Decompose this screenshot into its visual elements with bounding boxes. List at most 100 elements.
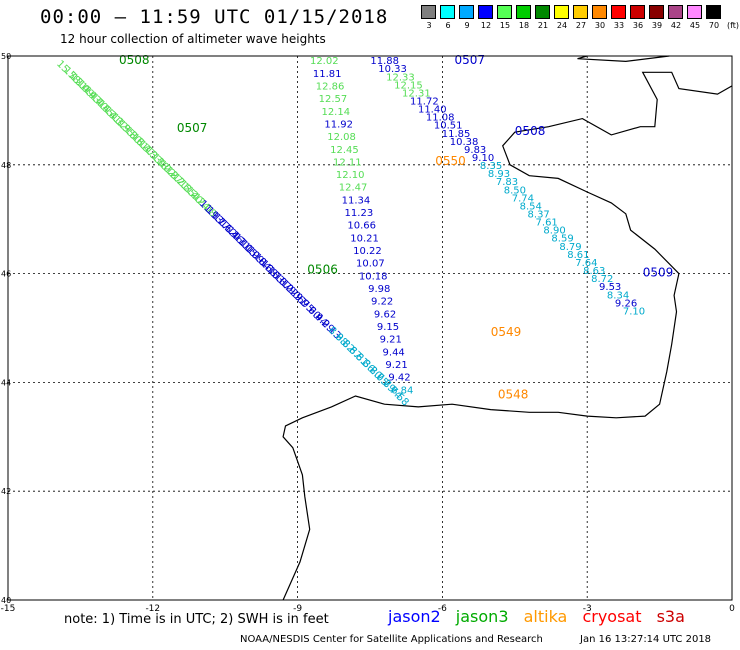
sat-jason2: jason2: [388, 607, 441, 626]
legend-label: 30: [594, 21, 606, 30]
swh-value: 10.38: [450, 137, 479, 148]
swh-value: 12.14: [321, 107, 350, 118]
y-tick-label: 48: [1, 161, 11, 170]
footer-note: note: 1) Time is in UTC; 2) SWH is in fe…: [64, 612, 329, 627]
legend-label: 36: [632, 21, 644, 30]
swh-value: 7.10: [623, 306, 645, 317]
swh-value: 9.15: [377, 322, 399, 333]
legend-swatch-45: [687, 5, 702, 19]
legend-label: 12: [480, 21, 492, 30]
swh-value: 10.22: [353, 246, 382, 257]
coast-path: [282, 71, 733, 601]
swh-value: 11.81: [313, 69, 342, 80]
swh-value: 8.35: [480, 161, 502, 172]
legend-label: 21: [537, 21, 549, 30]
swh-value: 11.72: [410, 97, 439, 108]
swh-value: 8.63: [583, 266, 605, 277]
swh-value: 9.53: [599, 282, 621, 293]
swh-value: 8.34: [607, 290, 629, 301]
legend-label: 39: [651, 21, 663, 30]
x-tick-label: -12: [145, 604, 160, 614]
swh-value: 10.07: [356, 259, 385, 270]
legend-swatch-18: [516, 5, 531, 19]
swh-value: 11.23: [345, 208, 374, 219]
swh-value: 8.93: [488, 169, 510, 180]
swh-value: 11.08: [426, 113, 455, 124]
lat-lon-grid: [8, 56, 732, 600]
x-tick-label: -3: [583, 604, 592, 614]
legend-label: 42: [670, 21, 682, 30]
swh-value: 8.79: [559, 242, 581, 253]
x-tick-label: 0: [729, 604, 735, 614]
swh-value: 12.45: [330, 145, 359, 156]
swh-value: 7.64: [575, 258, 597, 269]
swh-value: 10.18: [359, 271, 388, 282]
legend-label: 33: [613, 21, 625, 30]
swh-value: 12.31: [402, 88, 431, 99]
swh-value: 9.21: [385, 360, 407, 371]
pass-label: 0549: [491, 325, 522, 339]
swh-value: 12.11: [333, 157, 362, 168]
legend-label: 15: [499, 21, 511, 30]
swh-value: 12.47: [339, 183, 368, 194]
legend-swatch-30: [592, 5, 607, 19]
y-tick-label: 50: [1, 52, 11, 61]
swh-value: 8.72: [591, 274, 613, 285]
legend-swatch-42: [668, 5, 683, 19]
y-tick-label: 46: [1, 270, 11, 279]
sat-jason3: jason3: [455, 607, 509, 626]
swh-value: 8.54: [520, 202, 542, 213]
swh-value: 11.92: [324, 120, 353, 131]
legend-label: 70: [708, 21, 720, 30]
swh-value: 8.50: [504, 185, 526, 196]
swh-value: 12.57: [319, 94, 348, 105]
legend-label: 3: [426, 21, 432, 30]
generated-timestamp: Jan 16 13:27:14 UTC 2018: [580, 634, 712, 645]
swh-value: 9.83: [464, 145, 486, 156]
y-tick-label: 42: [1, 487, 11, 496]
legend-label: 24: [556, 21, 568, 30]
swh-value: 12.15: [394, 80, 423, 91]
legend-swatch-36: [630, 5, 645, 19]
legend-swatch-15: [497, 5, 512, 19]
legend-label: 45: [689, 21, 701, 30]
pass-label: 0508: [119, 53, 150, 67]
swh-value: 9.98: [368, 284, 390, 295]
swh-value: 6.84: [391, 385, 413, 396]
legend-swatch-3: [421, 5, 436, 19]
map-frame: [7, 55, 733, 601]
legend-unit: (ft): [726, 21, 740, 30]
swh-value: 12.08: [327, 132, 356, 143]
legend-swatch-27: [573, 5, 588, 19]
x-tick-label: -9: [293, 604, 302, 614]
x-tick-label: -6: [438, 604, 447, 614]
legend-label: 18: [518, 21, 530, 30]
swh-value: 7.61: [536, 218, 558, 229]
pass-label: 0508: [515, 124, 546, 138]
swh-value: 9.44: [383, 347, 405, 358]
legend-swatch-9: [459, 5, 474, 19]
legend-label: 6: [445, 21, 451, 30]
pass-label: 0509: [643, 265, 674, 279]
swh-value: 10.66: [347, 221, 376, 232]
swh-value: 7.83: [496, 177, 518, 188]
swh-value: 11.34: [342, 195, 371, 206]
pass-label: 0507: [177, 121, 208, 135]
swh-value: 10.21: [350, 233, 379, 244]
swh-value: 9.10: [472, 153, 494, 164]
swh-value: 8.59: [551, 234, 573, 245]
swh-value: 8.90: [543, 226, 565, 237]
swh-value: 12.33: [386, 72, 415, 83]
swh-value: 11.40: [418, 105, 447, 116]
swh-value: 12.10: [336, 170, 365, 181]
y-tick-label: 44: [1, 378, 11, 387]
legend-swatch-70: [706, 5, 721, 19]
swh-value: 9.42: [388, 373, 410, 384]
swh-value: 10.33: [378, 64, 407, 75]
legend-label: 27: [575, 21, 587, 30]
swh-value: 11.85: [442, 129, 471, 140]
sat-altika: altika: [523, 607, 568, 626]
legend-swatch-39: [649, 5, 664, 19]
